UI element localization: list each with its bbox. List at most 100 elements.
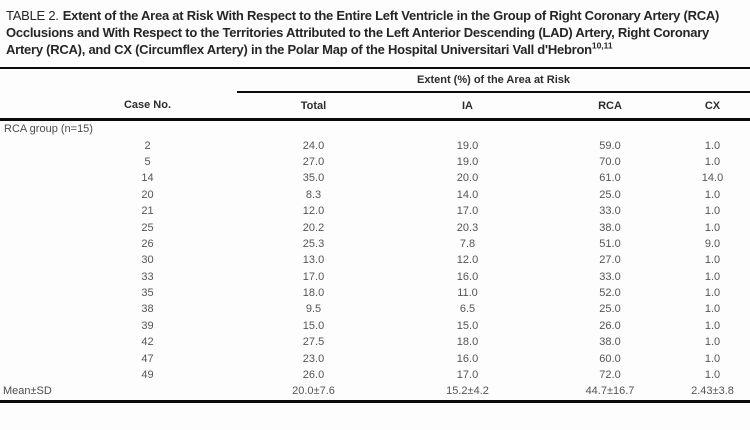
column-header-ia: IA bbox=[390, 92, 545, 121]
table-row: 49 26.0 17.0 72.0 1.0 bbox=[0, 367, 750, 383]
ia-cell: 12.0 bbox=[456, 254, 479, 267]
table-row: 5 27.0 19.0 70.0 1.0 bbox=[0, 154, 750, 170]
summary-total-cell: 20.0±7.6 bbox=[292, 385, 335, 398]
case-cell: 21 bbox=[141, 205, 154, 218]
table-row: 14 35.0 20.0 61.0 14.0 bbox=[0, 170, 750, 186]
ia-cell: 16.0 bbox=[456, 352, 479, 365]
table-row: 33 17.0 16.0 33.0 1.0 bbox=[0, 269, 750, 285]
total-cell: 24.0 bbox=[302, 139, 325, 152]
cx-cell: 9.0 bbox=[704, 237, 721, 250]
table-row: 30 13.0 12.0 27.0 1.0 bbox=[0, 252, 750, 268]
cx-cell: 1.0 bbox=[704, 155, 721, 168]
total-cell: 27.5 bbox=[302, 336, 325, 349]
cx-cell: 1.0 bbox=[704, 139, 721, 152]
spanner-header: Extent (%) of the Area at Risk bbox=[237, 68, 750, 93]
cx-cell: 1.0 bbox=[704, 303, 721, 316]
summary-rca-cell: 44.7±16.7 bbox=[585, 385, 635, 398]
ia-cell: 17.0 bbox=[456, 205, 479, 218]
rca-cell: 33.0 bbox=[599, 205, 621, 218]
column-header-cx: CX bbox=[675, 92, 750, 121]
table-number-label: TABLE 2. bbox=[6, 8, 59, 23]
cx-cell: 1.0 bbox=[704, 254, 721, 267]
column-header-row: Case No. Total IA RCA CX bbox=[0, 92, 750, 121]
total-cell: 35.0 bbox=[302, 172, 325, 185]
summary-ia-cell: 15.2±4.2 bbox=[446, 385, 489, 398]
total-cell: 27.0 bbox=[302, 155, 325, 168]
total-cell: 18.0 bbox=[302, 287, 325, 300]
ia-cell: 20.0 bbox=[456, 172, 479, 185]
ia-cell: 16.0 bbox=[456, 270, 479, 283]
summary-row: Mean±SD 20.0±7.6 15.2±4.2 44.7±16.7 2.43… bbox=[0, 383, 750, 401]
column-header-case: Case No. bbox=[0, 92, 237, 121]
table-row: 39 15.0 15.0 26.0 1.0 bbox=[0, 318, 750, 334]
summary-cx-cell: 2.43±3.8 bbox=[691, 385, 734, 398]
rca-cell: 52.0 bbox=[599, 287, 621, 300]
table-row: 20 8.3 14.0 25.0 1.0 bbox=[0, 187, 750, 203]
case-cell: 33 bbox=[141, 270, 154, 283]
total-cell: 9.5 bbox=[305, 303, 322, 316]
table-row: 2 24.0 19.0 59.0 1.0 bbox=[0, 137, 750, 153]
spanner-row: Extent (%) of the Area at Risk bbox=[0, 68, 750, 93]
ia-cell: 15.0 bbox=[456, 319, 479, 332]
total-cell: 15.0 bbox=[302, 319, 325, 332]
total-cell: 20.2 bbox=[302, 221, 325, 234]
ia-cell: 14.0 bbox=[456, 188, 479, 201]
rca-cell: 38.0 bbox=[599, 221, 621, 234]
total-cell: 26.0 bbox=[302, 369, 325, 382]
case-cell: 30 bbox=[141, 254, 154, 267]
cx-cell: 1.0 bbox=[704, 369, 721, 382]
ia-cell: 20.3 bbox=[456, 221, 479, 234]
total-cell: 23.0 bbox=[302, 352, 325, 365]
ia-cell: 19.0 bbox=[456, 155, 479, 168]
spanner-spacer bbox=[0, 68, 237, 92]
ia-cell: 6.5 bbox=[459, 303, 476, 316]
summary-label: Mean±SD bbox=[3, 385, 52, 398]
cx-cell: 1.0 bbox=[704, 270, 721, 283]
rca-cell: 27.0 bbox=[599, 254, 621, 267]
case-cell: 5 bbox=[144, 155, 151, 168]
table-row: 47 23.0 16.0 60.0 1.0 bbox=[0, 350, 750, 366]
group-row: RCA group (n=15) bbox=[0, 120, 750, 138]
ia-cell: 19.0 bbox=[456, 139, 479, 152]
table-row: 21 12.0 17.0 33.0 1.0 bbox=[0, 203, 750, 219]
cx-cell: 1.0 bbox=[704, 221, 721, 234]
case-cell: 49 bbox=[141, 369, 154, 382]
rca-cell: 33.0 bbox=[599, 270, 621, 283]
rca-cell: 38.0 bbox=[599, 336, 621, 349]
column-header-rca: RCA bbox=[545, 92, 675, 121]
table-row: 25 20.2 20.3 38.0 1.0 bbox=[0, 219, 750, 235]
rca-cell: 70.0 bbox=[599, 155, 621, 168]
data-table: Extent (%) of the Area at Risk Case No. … bbox=[0, 67, 750, 403]
ia-cell: 7.8 bbox=[459, 237, 476, 250]
ia-cell: 17.0 bbox=[456, 369, 479, 382]
rca-cell: 61.0 bbox=[599, 172, 621, 185]
total-cell: 17.0 bbox=[302, 270, 325, 283]
table-row: 38 9.5 6.5 25.0 1.0 bbox=[0, 301, 750, 317]
rca-cell: 26.0 bbox=[599, 319, 621, 332]
case-cell: 38 bbox=[141, 303, 154, 316]
ia-cell: 18.0 bbox=[456, 336, 479, 349]
case-cell: 25 bbox=[141, 221, 154, 234]
total-cell: 25.3 bbox=[302, 237, 325, 250]
cx-cell: 1.0 bbox=[704, 336, 721, 349]
cx-cell: 1.0 bbox=[704, 287, 721, 300]
rca-cell: 59.0 bbox=[599, 139, 621, 152]
cx-cell: 1.0 bbox=[704, 188, 721, 201]
cx-cell: 1.0 bbox=[704, 352, 721, 365]
rca-cell: 25.0 bbox=[599, 188, 621, 201]
table-row: 26 25.3 7.8 51.0 9.0 bbox=[0, 236, 750, 252]
case-cell: 14 bbox=[141, 172, 154, 185]
cx-cell: 14.0 bbox=[701, 172, 724, 185]
case-cell: 20 bbox=[141, 188, 154, 201]
cx-cell: 1.0 bbox=[704, 319, 721, 332]
rca-cell: 51.0 bbox=[599, 237, 621, 250]
group-label: RCA group (n=15) bbox=[4, 123, 93, 136]
rca-cell: 25.0 bbox=[599, 303, 621, 316]
table-row: 35 18.0 11.0 52.0 1.0 bbox=[0, 285, 750, 301]
rca-cell: 72.0 bbox=[599, 369, 621, 382]
table-row: 42 27.5 18.0 38.0 1.0 bbox=[0, 334, 750, 350]
rca-cell: 60.0 bbox=[599, 352, 621, 365]
cx-cell: 1.0 bbox=[704, 205, 721, 218]
case-cell: 26 bbox=[141, 237, 154, 250]
